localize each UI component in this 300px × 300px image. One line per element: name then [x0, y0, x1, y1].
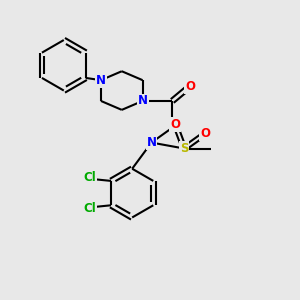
Text: O: O — [185, 80, 195, 93]
Text: N: N — [96, 74, 106, 87]
Text: N: N — [146, 136, 157, 149]
Text: Cl: Cl — [83, 171, 96, 184]
Text: Cl: Cl — [83, 202, 96, 215]
Text: O: O — [170, 118, 180, 131]
Text: O: O — [200, 127, 210, 140]
Text: S: S — [180, 142, 188, 155]
Text: N: N — [138, 94, 148, 107]
